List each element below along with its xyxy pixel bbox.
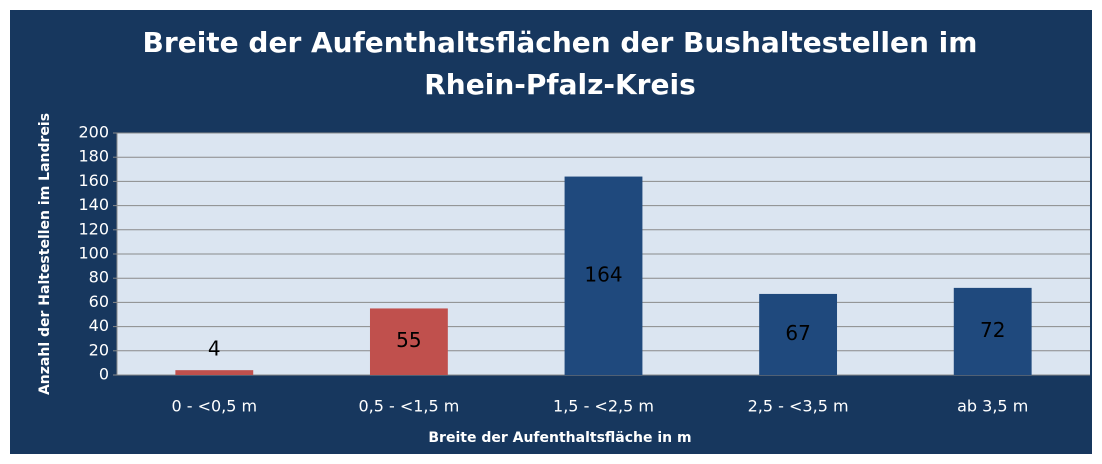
- y-tick-label: 160: [78, 171, 109, 190]
- data-label: 67: [785, 321, 810, 345]
- y-tick-label: 120: [78, 219, 109, 238]
- bar: [759, 293, 838, 375]
- bar: [564, 176, 643, 375]
- chart-title: Breite der Aufenthaltsflächen der Bushal…: [142, 26, 978, 101]
- data-label: 4: [208, 337, 221, 361]
- bar: [369, 308, 448, 375]
- x-tick-label: 0,5 - <1,5 m: [358, 397, 459, 416]
- bar: [175, 370, 254, 375]
- y-tick-label: 40: [89, 316, 109, 335]
- data-label: 55: [396, 328, 421, 352]
- y-tick-label: 140: [78, 195, 109, 214]
- x-tick-label: 0 - <0,5 m: [171, 397, 257, 416]
- y-tick-label: 100: [78, 244, 109, 263]
- x-tick-label: 2,5 - <3,5 m: [748, 397, 849, 416]
- x-tick-label: 1,5 - <2,5 m: [553, 397, 654, 416]
- y-tick-label: 180: [78, 147, 109, 166]
- y-tick-label: 20: [89, 340, 109, 359]
- data-label: 72: [980, 318, 1005, 342]
- y-tick-label: 200: [78, 123, 109, 142]
- x-tick-label: ab 3,5 m: [957, 397, 1028, 416]
- y-tick-label: 60: [89, 292, 109, 311]
- y-tick-label: 0: [99, 365, 109, 384]
- bar: [953, 287, 1032, 375]
- data-label: 164: [584, 262, 622, 286]
- x-axis-label: Breite der Aufenthaltsfläche in m: [428, 430, 691, 446]
- y-axis-label: Anzahl der Haltestellen im Landreis: [37, 113, 53, 395]
- y-tick-label: 80: [89, 268, 109, 287]
